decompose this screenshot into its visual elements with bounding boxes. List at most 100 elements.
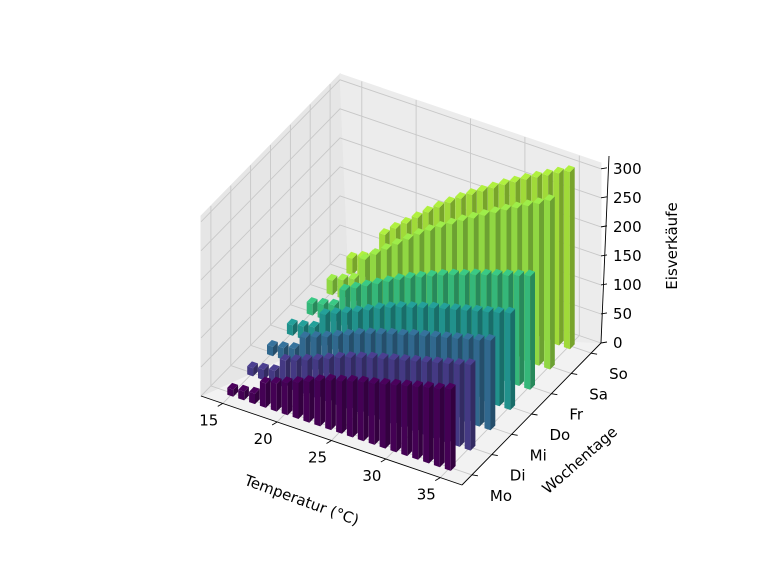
bar-top-face [462,333,474,340]
y-tick [571,372,578,375]
z-tick [600,341,608,344]
bar-mo-15 [227,382,239,397]
x-tick-label: 35 [417,486,436,504]
bar-top-face [334,351,345,359]
bar-front-face [444,387,451,471]
x-axis-label: Temperatur (°C) [241,471,361,529]
bar-side-face [569,167,575,350]
bar-top-face [366,351,378,359]
bar-di-35 [464,358,476,451]
bar-top-face [388,353,400,361]
y-tick [590,352,598,355]
bar-top-face [498,178,510,186]
bar-top-face [459,268,470,276]
bar-top-face [424,224,436,232]
bar-mo-27 [357,375,369,442]
bar-front-face [247,366,254,377]
bar-side-face [439,384,445,468]
bar-top-face [419,329,430,337]
bar-side-face [273,342,278,357]
bar-front-face [270,381,277,412]
bar-top-face [328,298,340,306]
bar-top-face [391,238,403,245]
bar-top-face [310,331,322,338]
bar-top-face [502,269,514,277]
bar-top-face [522,199,534,207]
y-tick [471,474,479,477]
bar-top-face [441,331,452,339]
bar-mo-24 [325,373,336,431]
bar-top-face [381,243,392,250]
y-tick-label: Mi [530,446,547,464]
bar-top-face [404,271,416,279]
bar-top-face [433,200,445,208]
z-tick-label: 50 [613,305,632,323]
bar-side-face [396,380,402,453]
bar-top-face [346,374,358,382]
bar-top-face [401,379,413,387]
bar-top-face [268,364,280,372]
bar-top-face [473,333,485,341]
bar-top-face [379,228,390,235]
x-tick [217,403,223,407]
bar-side-face [530,271,535,390]
bar-so-35 [563,165,575,350]
bar-front-face [249,391,255,405]
bar-top-face [417,301,429,309]
bar-top-face [350,281,361,289]
bar-top-face [258,362,269,370]
z-tick-label: 150 [613,247,642,265]
bar-top-face [364,327,376,335]
bar-side-face [342,376,347,434]
bar-mo-25 [336,374,347,434]
bar-top-face [397,328,409,336]
bar-top-face [430,330,441,338]
bar-side-face [253,363,258,377]
z-axis-label: Eisverkäufe [663,202,681,289]
bar-front-face [267,344,273,357]
bar-top-face [339,283,351,291]
bar-top-face [478,209,490,216]
bar-top-face [509,175,521,183]
bar-side-face [450,384,456,471]
bar-top-face [450,303,461,311]
bar-front-face [346,256,353,275]
bar-sa-35 [544,194,555,370]
bar-top-face [489,206,501,214]
bar-mo-21 [292,376,304,419]
bar-top-face [444,196,456,204]
z-axis-line [600,155,610,344]
z-tick [600,254,608,257]
bar-side-face [519,271,525,386]
bar-top-face [355,351,367,359]
bar-top-face [341,306,352,314]
bar-top-face [270,376,282,384]
x-tick [271,421,278,426]
bar-do-15 [286,318,298,336]
y-tick [531,413,538,416]
bar-top-face [464,358,476,366]
x-tick-label: 25 [308,449,327,467]
bar-front-face [368,381,375,445]
bar-top-face [357,250,369,258]
bar-side-face [374,379,380,445]
bar-top-face [326,273,338,281]
z-tick [600,196,608,199]
bar-side-face [331,375,336,431]
bar-mi-35 [484,334,496,431]
bar-side-face [287,378,293,416]
bar-top-face [277,341,289,349]
z-tick-label: 250 [613,189,642,207]
bar-top-face [471,304,483,312]
bar-front-face [281,381,288,416]
bar-fr-35 [524,269,535,390]
bar-side-face [499,308,505,407]
bar-top-face [372,277,383,285]
bar-side-face [233,384,239,397]
bar-top-face [346,251,358,259]
bar-top-face [288,342,300,350]
bar-side-face [298,378,304,419]
bar-front-face [464,363,471,451]
bar-front-face [303,380,310,423]
